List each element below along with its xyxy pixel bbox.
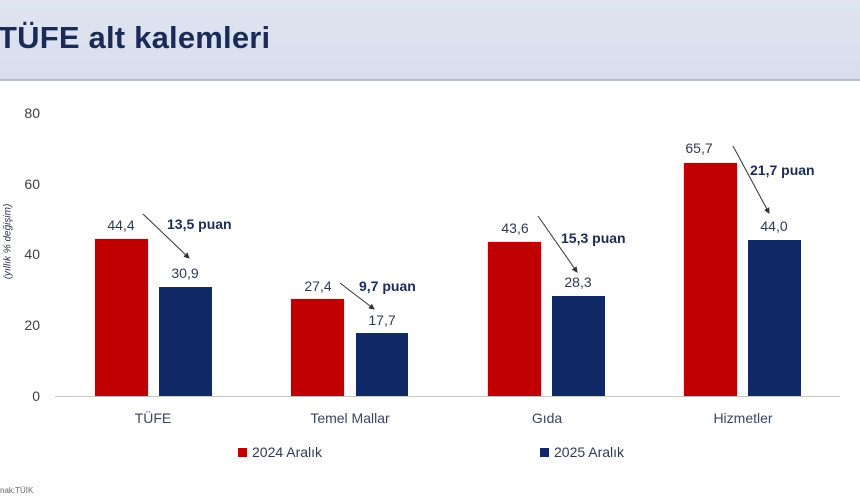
y-tick-20: 20 — [24, 317, 40, 333]
diff-annotation-temel-mallar: 9,7 puan — [359, 278, 416, 294]
y-tick-60: 60 — [24, 176, 40, 192]
arrow-icon — [537, 215, 578, 273]
category-label-temel-mallar: Temel Mallar — [310, 410, 390, 426]
value-label-tufe-2024: 44,4 — [107, 217, 135, 233]
value-label-tufe-2025: 30,9 — [171, 265, 199, 281]
value-label-hizmetler-2025: 44,0 — [760, 218, 788, 234]
category-label-tufe: TÜFE — [134, 410, 172, 426]
legend-swatch-navy — [540, 447, 549, 457]
page-title: TÜFE alt kalemleri — [0, 20, 271, 55]
legend-item-2025: 2025 Aralık — [540, 444, 624, 460]
legend-label-2024: 2024 Aralık — [252, 444, 323, 460]
bar-tufe-2024 — [95, 239, 148, 396]
value-label-gida-2024: 43,6 — [501, 220, 529, 236]
value-label-hizmetler-2024: 65,7 — [685, 140, 713, 156]
legend-item-2024: 2024 Aralık — [238, 444, 322, 460]
bar-hizmetler-2025 — [748, 240, 801, 396]
value-label-temel-mallar-2024: 27,4 — [304, 278, 332, 294]
arrow-icon — [142, 213, 190, 259]
y-tick-0: 0 — [32, 388, 40, 404]
bar-gida-2025 — [552, 296, 605, 396]
header-banner: TÜFE alt kalemleri — [0, 0, 860, 81]
arrow-icon — [339, 282, 375, 310]
bar-hizmetler-2024 — [684, 163, 737, 396]
source-note: nak:TÜİK — [0, 486, 34, 495]
bar-tufe-2025 — [159, 287, 212, 396]
value-label-gida-2025: 28,3 — [564, 274, 592, 290]
diff-annotation-hizmetler: 21,7 puan — [750, 162, 815, 178]
bar-gida-2024 — [488, 242, 541, 396]
x-axis-line — [55, 396, 840, 397]
legend-swatch-red — [238, 447, 247, 457]
legend-label-2025: 2025 Aralık — [554, 444, 625, 460]
y-tick-80: 80 — [24, 105, 40, 121]
category-label-hizmetler: Hizmetler — [713, 410, 773, 426]
value-label-temel-mallar-2025: 17,7 — [368, 312, 396, 328]
y-tick-40: 40 — [24, 246, 40, 262]
diff-annotation-tufe: 13,5 puan — [167, 216, 232, 232]
bar-temel-mallar-2025 — [356, 333, 408, 396]
category-label-gida: Gıda — [531, 410, 563, 426]
diff-annotation-gida: 15,3 puan — [561, 230, 626, 246]
bar-temel-mallar-2024 — [291, 299, 344, 396]
arrow-icon — [732, 145, 770, 214]
